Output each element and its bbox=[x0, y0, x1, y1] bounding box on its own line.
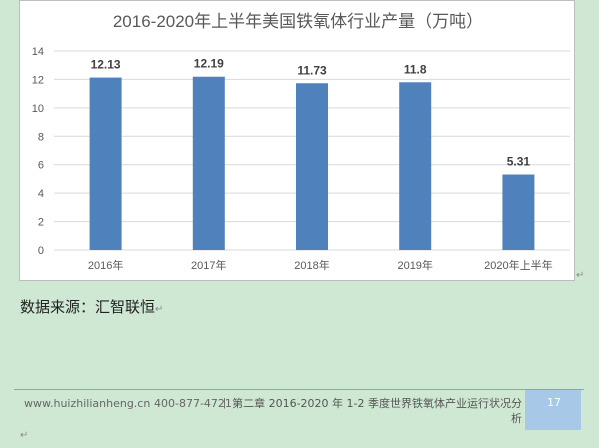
x-axis: 2016年 2017年 2018年 2019年 2020年上半年 bbox=[88, 258, 553, 272]
footer-phone: 400-877-4721 bbox=[154, 397, 232, 410]
bar bbox=[89, 77, 122, 250]
bar bbox=[399, 82, 432, 251]
bar bbox=[502, 174, 535, 250]
data-label: 12.19 bbox=[194, 57, 224, 71]
data-label: 5.31 bbox=[507, 155, 531, 169]
data-labels: 12.13 12.19 11.73 11.8 5.31 bbox=[91, 57, 531, 169]
y-tick-label: 6 bbox=[38, 160, 44, 172]
footer-website[interactable]: www.huizhilianheng.cn bbox=[24, 397, 151, 410]
bars bbox=[89, 76, 535, 251]
source-text: 数据来源：汇智联恒 bbox=[20, 298, 156, 316]
y-tick-label: 8 bbox=[38, 131, 44, 143]
y-tick-label: 2 bbox=[38, 217, 44, 229]
bar-chart: 2016-2020年上半年美国铁氧体行业产量（万吨） 0 2 4 6 8 10 12 14 1… bbox=[32, 12, 570, 272]
y-tick-label: 12 bbox=[32, 74, 44, 86]
x-category-label: 2018年 bbox=[294, 258, 329, 272]
paragraph-mark: ↵ bbox=[155, 304, 164, 315]
x-category-label: 2017年 bbox=[191, 258, 226, 272]
data-label: 11.8 bbox=[404, 62, 427, 76]
chart-container: 2016-2020年上半年美国铁氧体行业产量（万吨） 0 2 4 6 8 10 12 14 1… bbox=[19, 0, 575, 281]
bar bbox=[296, 83, 328, 251]
y-tick-label: 14 bbox=[32, 46, 44, 58]
x-category-label: 2019年 bbox=[397, 258, 432, 272]
y-tick-label: 0 bbox=[38, 245, 44, 257]
x-category-label: 2020年上半年 bbox=[484, 258, 552, 272]
x-category-label: 2016年 bbox=[88, 258, 123, 272]
y-tick-label: 10 bbox=[32, 103, 44, 115]
y-axis: 0 2 4 6 8 10 12 14 bbox=[32, 46, 44, 257]
page-number-box: 17 bbox=[525, 390, 581, 430]
paragraph-mark: ↵ bbox=[576, 270, 585, 281]
chart-title: 2016-2020年上半年美国铁氧体行业产量（万吨） bbox=[113, 12, 483, 31]
footer-divider bbox=[14, 389, 584, 390]
footer-chapter-title: 第二章 2016-2020 年 1-2 季度世界铁氧体产业运行状况分析 bbox=[232, 397, 522, 425]
footer-separator: | bbox=[223, 397, 226, 409]
paragraph-mark: ↵ bbox=[20, 430, 29, 441]
data-label: 12.13 bbox=[91, 58, 121, 72]
bar bbox=[192, 76, 225, 250]
data-label: 11.73 bbox=[297, 63, 327, 77]
data-source-note: 数据来源：汇智联恒↵ bbox=[20, 296, 163, 317]
page-number: 17 bbox=[547, 396, 561, 409]
y-tick-label: 4 bbox=[38, 188, 44, 200]
